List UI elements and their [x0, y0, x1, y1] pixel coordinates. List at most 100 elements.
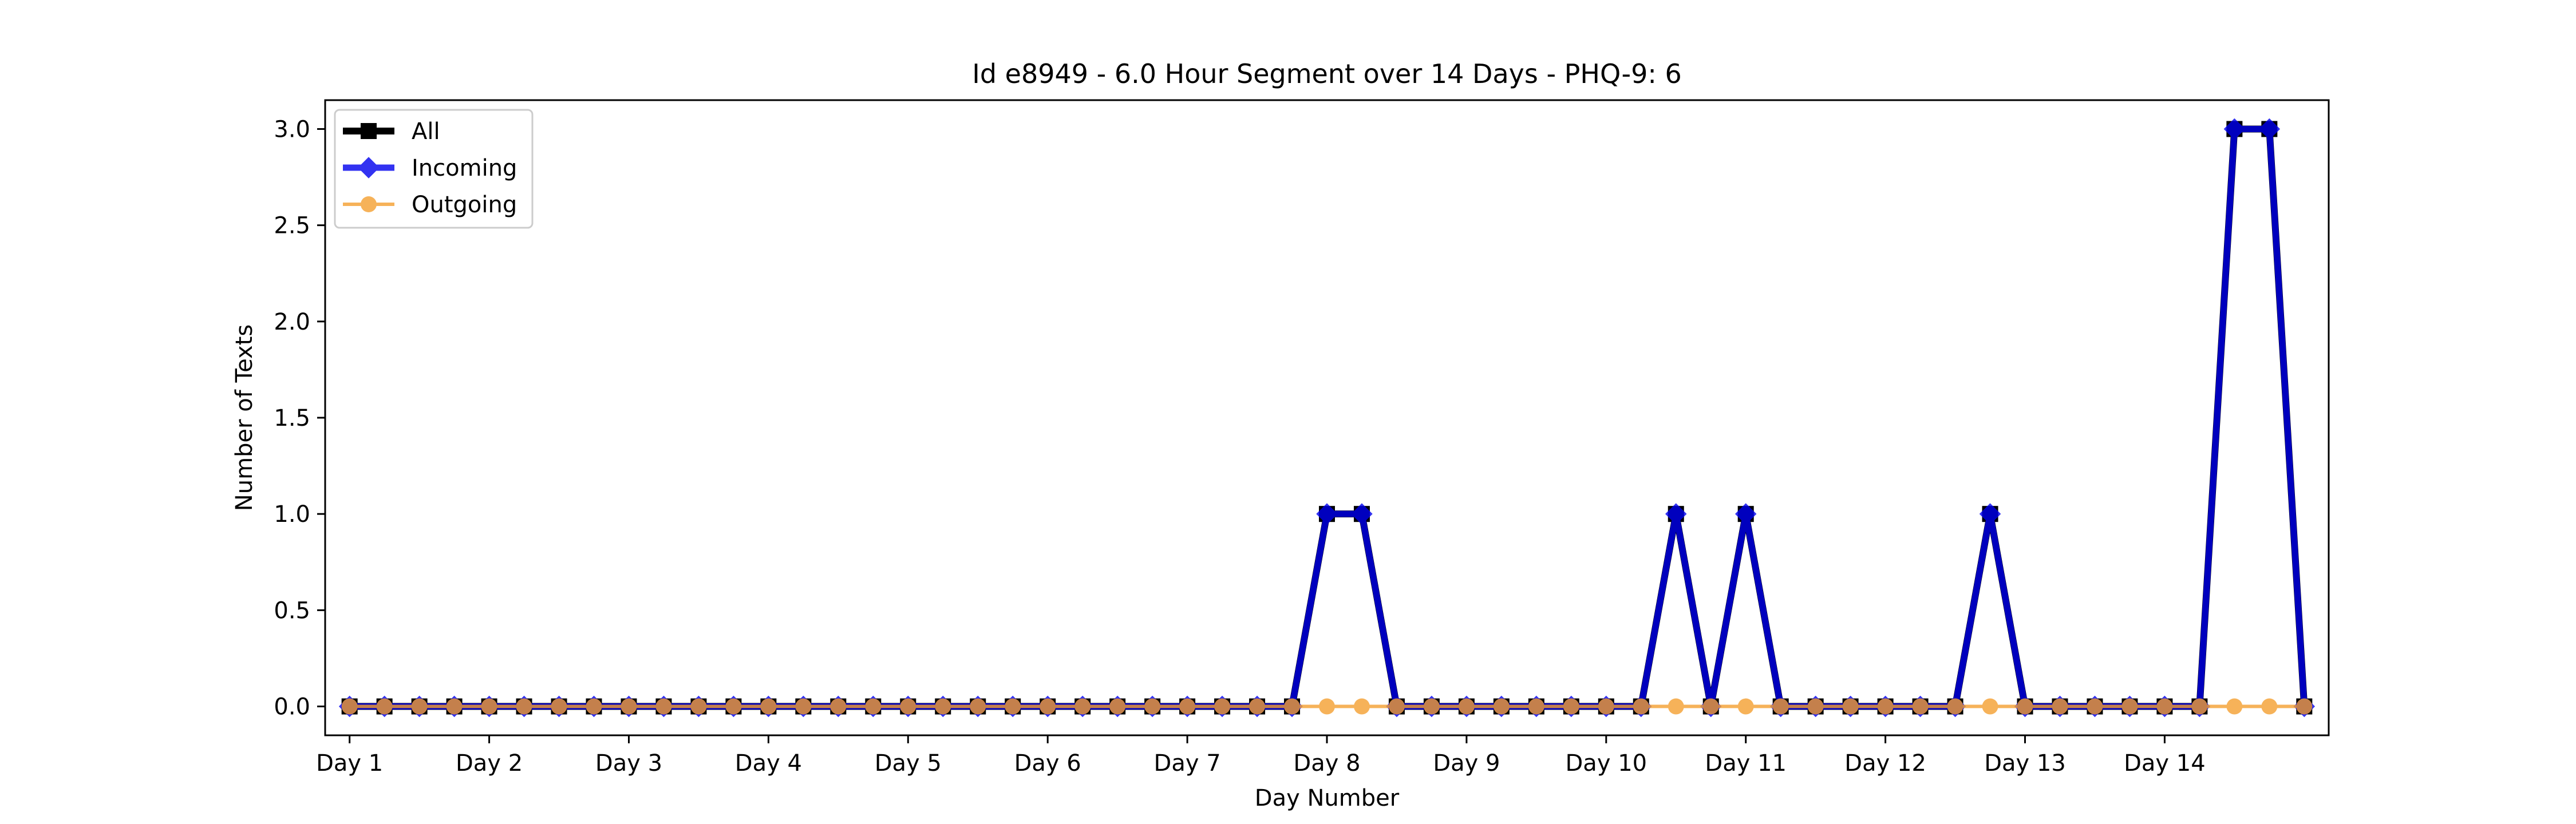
data-point	[586, 698, 602, 715]
x-tick-label: Day 2	[456, 750, 523, 777]
y-axis-label: Number of Texts	[231, 324, 258, 511]
y-tick-label: 0.5	[274, 597, 310, 624]
data-point	[1772, 698, 1789, 715]
data-point	[481, 698, 497, 715]
data-point	[900, 698, 916, 715]
x-tick-label: Day 3	[595, 750, 662, 777]
data-point	[2121, 698, 2138, 715]
data-point	[1005, 698, 1021, 715]
data-point	[830, 698, 847, 715]
x-tick-label: Day 5	[875, 750, 942, 777]
data-point	[2156, 698, 2173, 715]
legend-marker	[358, 157, 380, 179]
data-point	[795, 698, 812, 715]
data-point	[725, 698, 742, 715]
legend: All Incoming Outgoing	[334, 109, 534, 229]
data-point	[516, 698, 532, 715]
data-point	[1319, 698, 1335, 715]
data-point	[2258, 118, 2281, 140]
x-tick-label: Day 13	[1984, 750, 2066, 777]
legend-label: Outgoing	[412, 192, 517, 218]
data-point	[1316, 503, 1338, 525]
legend-item-outgoing	[343, 196, 394, 212]
data-point	[2296, 698, 2313, 715]
x-tick-label: Day 8	[1293, 750, 1360, 777]
legend-item-all	[343, 123, 394, 139]
data-point	[970, 698, 986, 715]
y-tick-label: 3.0	[274, 116, 310, 142]
data-point	[1351, 503, 1373, 525]
data-point	[1040, 698, 1056, 715]
data-point	[1074, 698, 1091, 715]
legend-marker	[361, 123, 377, 139]
y-tick-label: 1.5	[274, 405, 310, 431]
data-point	[1665, 503, 1687, 525]
data-point	[551, 698, 567, 715]
legend-label: Incoming	[412, 155, 517, 181]
data-point	[2017, 698, 2033, 715]
data-point	[935, 698, 951, 715]
data-point	[1179, 698, 1196, 715]
series-outgoing	[341, 698, 2313, 715]
data-point	[1284, 698, 1301, 715]
data-point	[865, 698, 882, 715]
legend-box	[334, 109, 534, 229]
data-point	[621, 698, 637, 715]
x-tick-label: Day 10	[1566, 750, 1647, 777]
x-tick-label: Day 12	[1844, 750, 1926, 777]
x-tick-label: Day 4	[735, 750, 802, 777]
data-point	[1668, 698, 1684, 715]
data-point	[1877, 698, 1894, 715]
data-point	[1214, 698, 1231, 715]
data-point	[1735, 503, 1757, 525]
x-tick-label: Day 7	[1154, 750, 1221, 777]
data-point	[2223, 118, 2246, 140]
data-point	[1633, 698, 1649, 715]
data-point	[2087, 698, 2103, 715]
x-tick-label: Day 6	[1014, 750, 1081, 777]
data-point	[1598, 698, 1614, 715]
data-point	[1702, 698, 1719, 715]
data-point	[760, 698, 777, 715]
data-point	[1458, 698, 1475, 715]
data-point	[655, 698, 672, 715]
data-point	[1947, 698, 1963, 715]
data-point	[1807, 698, 1824, 715]
data-point	[1979, 503, 2001, 525]
data-point	[1144, 698, 1161, 715]
y-tick-label: 2.5	[274, 213, 310, 239]
data-point	[1353, 698, 1370, 715]
data-point	[2261, 698, 2278, 715]
y-tick-label: 1.0	[274, 501, 310, 528]
data-point	[690, 698, 707, 715]
data-point	[1528, 698, 1544, 715]
y-tick-label: 0.0	[274, 694, 310, 720]
data-point	[1493, 698, 1510, 715]
data-point	[376, 698, 393, 715]
y-tick-label: 2.0	[274, 309, 310, 335]
data-point	[1563, 698, 1579, 715]
data-point	[1423, 698, 1440, 715]
data-point	[1912, 698, 1929, 715]
legend-label: All	[412, 118, 440, 145]
data-point	[1249, 698, 1266, 715]
data-point	[2191, 698, 2208, 715]
data-point	[1737, 698, 1754, 715]
x-tick-label: Day 9	[1433, 750, 1500, 777]
data-point	[2226, 698, 2243, 715]
x-tick-label: Day 14	[2124, 750, 2206, 777]
data-point	[446, 698, 463, 715]
legend-marker	[361, 196, 377, 212]
data-point	[1842, 698, 1859, 715]
x-axis-label: Day Number	[1255, 785, 1400, 811]
data-point	[1982, 698, 1998, 715]
data-point	[2052, 698, 2068, 715]
x-tick-label: Day 11	[1705, 750, 1787, 777]
data-point	[1109, 698, 1126, 715]
data-point	[341, 698, 358, 715]
data-point	[411, 698, 428, 715]
legend-item-incoming	[343, 157, 394, 179]
data-point	[1388, 698, 1405, 715]
chart-title: Id e8949 - 6.0 Hour Segment over 14 Days…	[972, 58, 1681, 89]
